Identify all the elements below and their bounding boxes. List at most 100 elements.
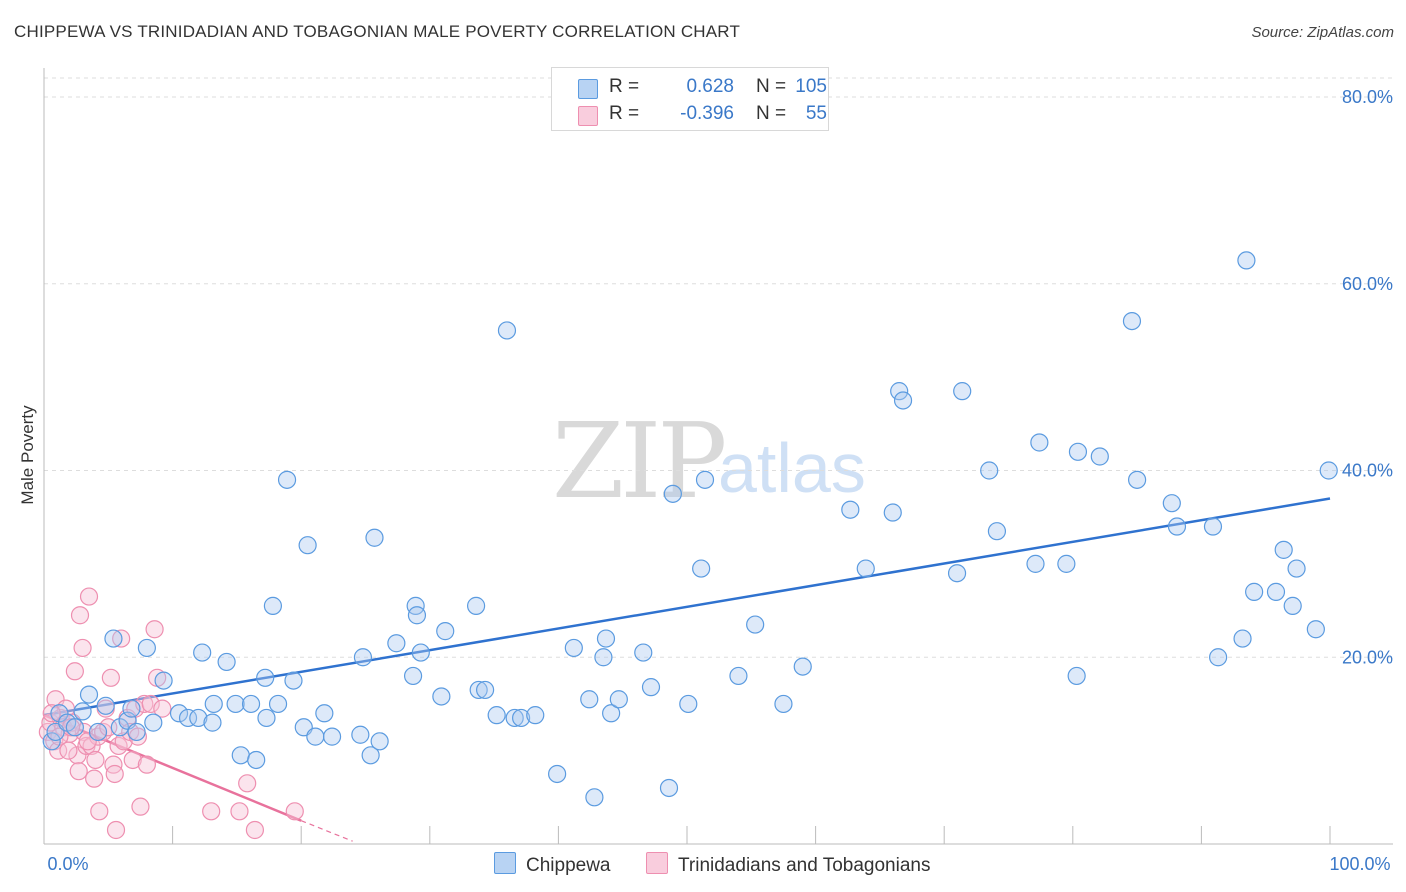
- data-point-chippewa: [256, 668, 275, 687]
- data-point-chippewa: [1030, 433, 1049, 452]
- data-point-chippewa: [284, 671, 303, 690]
- trend-line-chippewa: [43, 497, 1331, 717]
- data-point-chippewa: [1127, 470, 1147, 489]
- data-point-chippewa: [987, 522, 1007, 541]
- data-point-chippewa: [73, 702, 92, 721]
- data-point-trinidadians: [114, 732, 133, 751]
- data-point-chippewa: [469, 680, 488, 700]
- grid-lines: [44, 77, 1393, 658]
- x-tick-label: 100.0%: [1329, 854, 1390, 874]
- data-point-chippewa: [695, 470, 715, 489]
- data-point-chippewa: [298, 536, 317, 555]
- data-point-chippewa: [580, 690, 599, 709]
- data-point-chippewa: [432, 687, 451, 706]
- legend-r-value: 0.628: [686, 76, 734, 97]
- data-point-chippewa: [1122, 312, 1142, 331]
- data-point-chippewa: [1319, 461, 1338, 480]
- data-point-chippewa: [1026, 554, 1045, 573]
- data-point-chippewa: [548, 764, 567, 784]
- data-point-chippewa: [602, 704, 621, 723]
- data-point-chippewa: [594, 648, 613, 667]
- data-point-trinidadians: [104, 755, 123, 774]
- data-point-chippewa: [641, 678, 661, 697]
- data-point-chippewa: [189, 708, 208, 728]
- data-point-trinidadians: [59, 741, 78, 760]
- data-point-trinidadians: [73, 638, 92, 658]
- data-point-trinidadians: [46, 690, 65, 709]
- data-point-trinidadians: [85, 769, 104, 788]
- data-point-chippewa: [263, 596, 283, 615]
- data-point-chippewa: [1306, 620, 1325, 639]
- data-point-chippewa: [793, 657, 812, 676]
- data-point-chippewa: [1203, 517, 1223, 536]
- data-point-chippewa: [841, 500, 860, 519]
- data-point-chippewa: [659, 778, 679, 798]
- y-axis-label: Male Poverty: [18, 405, 37, 505]
- trend-line-trinidadians-extension: [300, 820, 353, 842]
- data-point-trinidadians: [153, 699, 172, 718]
- data-point-trinidadians: [69, 762, 88, 781]
- data-point-chippewa: [679, 694, 698, 714]
- data-point-chippewa: [1245, 582, 1264, 601]
- data-point-chippewa: [1237, 251, 1256, 270]
- data-point-chippewa: [122, 699, 141, 718]
- data-point-trinidadians: [42, 704, 61, 723]
- data-point-chippewa: [178, 708, 198, 728]
- x-tick-label: 0.0%: [47, 854, 88, 874]
- data-point-chippewa: [512, 708, 531, 728]
- data-point-trinidadians: [285, 802, 304, 821]
- legend-item-chippewa: Chippewa: [494, 852, 611, 877]
- y-tick-label: 40.0%: [1342, 461, 1393, 481]
- y-tick-label: 20.0%: [1342, 647, 1393, 667]
- data-point-chippewa: [505, 708, 524, 728]
- data-point-chippewa: [351, 725, 370, 744]
- data-point-chippewa: [1287, 559, 1306, 578]
- data-point-chippewa: [407, 606, 427, 625]
- series-chippewa-points: [42, 251, 1338, 807]
- data-point-chippewa: [1274, 540, 1293, 559]
- data-point-chippewa: [79, 685, 99, 704]
- data-point-chippewa: [65, 718, 84, 737]
- data-point-trinidadians: [79, 587, 99, 606]
- data-point-trinidadians: [101, 668, 120, 687]
- data-point-trinidadians: [65, 662, 84, 681]
- data-point-chippewa: [1162, 494, 1181, 513]
- data-point-chippewa: [596, 629, 616, 648]
- data-point-chippewa: [257, 708, 276, 728]
- data-point-trinidadians: [70, 606, 90, 625]
- data-point-chippewa: [564, 638, 583, 658]
- data-point-chippewa: [241, 694, 261, 714]
- data-point-chippewa: [1068, 442, 1088, 461]
- data-point-chippewa: [980, 461, 999, 480]
- data-point-chippewa: [217, 652, 236, 672]
- watermark-atlas: atlas: [718, 429, 866, 507]
- data-point-trinidadians: [202, 802, 221, 821]
- data-point-chippewa: [1266, 582, 1286, 601]
- data-point-trinidadians: [141, 694, 160, 714]
- legend-swatch-trinidadians: [646, 852, 668, 874]
- tick-labels: 20.0% 40.0% 60.0% 80.0% 0.0% 100.0%: [47, 87, 1393, 874]
- data-point-chippewa: [634, 643, 653, 662]
- data-point-trinidadians: [145, 620, 164, 639]
- data-point-chippewa: [1283, 596, 1302, 615]
- axes: [43, 68, 1393, 845]
- data-point-chippewa: [306, 727, 325, 746]
- data-point-chippewa: [1209, 648, 1228, 667]
- stats-legend: R = 0.628 N = 105 R = -0.396 N = 55: [551, 67, 829, 131]
- legend-swatch-blue: [578, 79, 598, 99]
- data-point-trinidadians: [238, 774, 257, 793]
- data-point-trinidadians: [137, 755, 156, 774]
- data-point-trinidadians: [112, 629, 131, 648]
- data-point-chippewa: [268, 694, 288, 714]
- data-point-chippewa: [883, 503, 902, 522]
- data-point-trinidadians: [105, 764, 124, 784]
- legend-r-label: R =: [609, 103, 640, 124]
- trend-lines: [43, 497, 1331, 842]
- legend-swatch-chippewa: [494, 852, 516, 874]
- legend-n-label: N =: [756, 103, 787, 124]
- data-point-chippewa: [475, 680, 495, 700]
- data-point-chippewa: [204, 694, 223, 714]
- data-point-chippewa: [231, 746, 250, 765]
- data-point-trinidadians: [106, 820, 126, 840]
- data-point-chippewa: [387, 634, 406, 653]
